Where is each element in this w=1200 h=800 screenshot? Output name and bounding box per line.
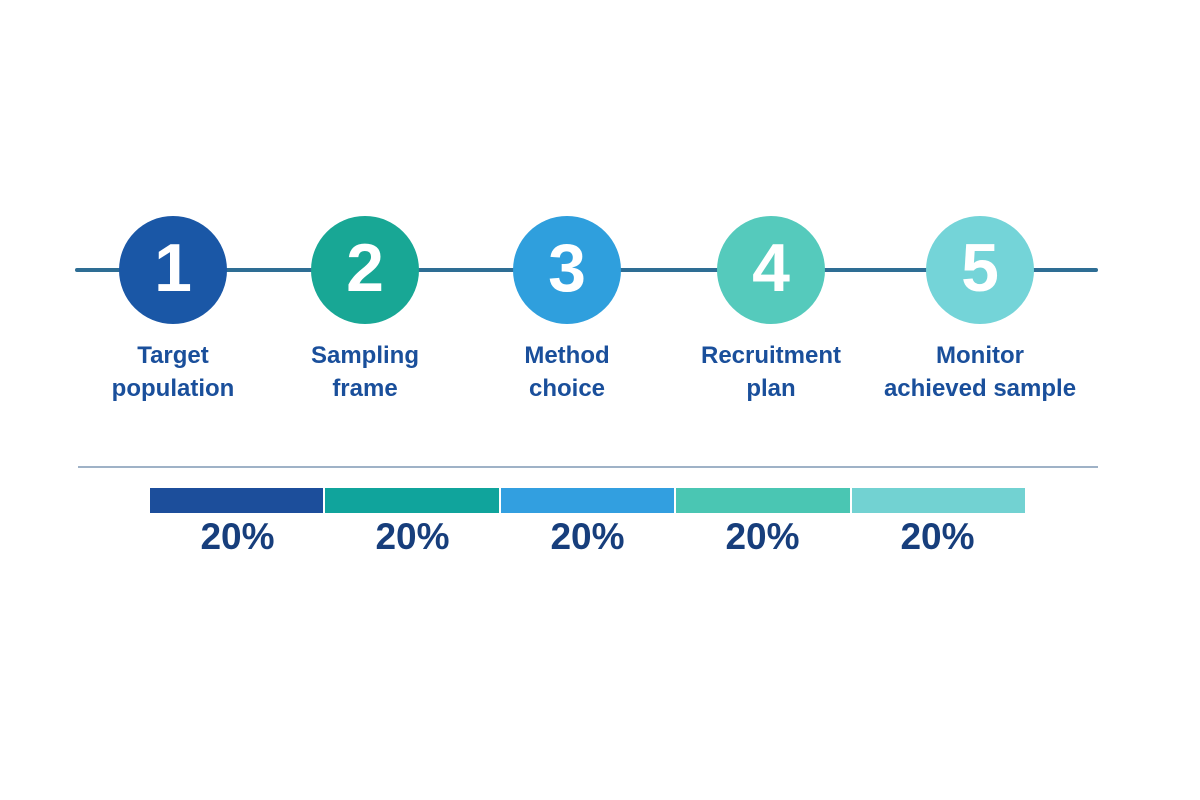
step-2-number: 2 [346, 230, 384, 306]
step-4-label: Recruitment plan [661, 339, 881, 405]
stacked-bar [150, 488, 1026, 513]
step-1-number: 1 [154, 230, 192, 306]
step-2-circle: 2 [311, 216, 419, 324]
step-2-label: Sampling frame [255, 339, 475, 405]
percent-label-3: 20% [550, 516, 625, 557]
step-3: 3 Method choice [457, 216, 677, 405]
step-1-label-line1: Target [137, 342, 209, 369]
bar-segment-4 [676, 488, 850, 513]
step-4: 4 Recruitment plan [661, 216, 881, 405]
percent-label-row: 20% 20% 20% 20% 20% [150, 515, 1025, 559]
percent-label-2: 20% [375, 516, 450, 557]
step-4-circle: 4 [717, 216, 825, 324]
step-2: 2 Sampling frame [255, 216, 475, 405]
step-3-label: Method choice [457, 339, 677, 405]
step-5-number: 5 [961, 230, 999, 306]
step-5-label-line2: achieved sample [883, 375, 1077, 402]
percent-label-5: 20% [900, 516, 975, 557]
step-2-label-line1: Sampling [310, 342, 419, 369]
step-1: 1 Target population [63, 216, 283, 405]
bar-segment-2 [325, 488, 499, 513]
step-1-circle: 1 [119, 216, 227, 324]
step-5: 5 Monitor achieved sample [870, 216, 1090, 405]
step-3-circle: 3 [513, 216, 621, 324]
bar-segment-5 [851, 488, 1026, 513]
percent-label-1: 20% [200, 516, 275, 557]
step-3-label-line1: Method [524, 342, 610, 369]
step-3-label-line2: choice [528, 375, 606, 402]
percent-label-4: 20% [725, 516, 800, 557]
bar-segment-3 [500, 488, 675, 513]
step-4-label-line2: plan [746, 375, 796, 402]
step-1-label-line2: population [111, 375, 235, 402]
step-5-circle: 5 [926, 216, 1034, 324]
step-5-label-line1: Monitor [936, 342, 1024, 369]
step-1-label: Target population [63, 339, 283, 405]
step-2-label-line2: frame [332, 375, 398, 402]
separator-rule [78, 466, 1098, 468]
step-3-number: 3 [548, 230, 586, 306]
step-4-label-line1: Recruitment [700, 342, 842, 369]
step-4-number: 4 [752, 230, 790, 306]
bar-segment-1 [150, 488, 324, 513]
step-5-label: Monitor achieved sample [870, 339, 1090, 405]
